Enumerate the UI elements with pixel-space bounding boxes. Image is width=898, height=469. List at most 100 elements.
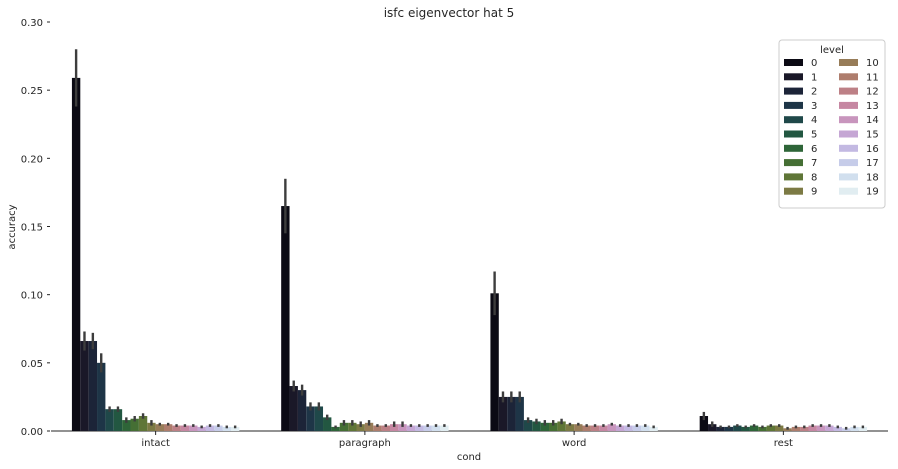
bar-rest-level-12 <box>800 426 809 431</box>
legend-label-level-2: 2 <box>811 87 817 98</box>
bar-word-level-10 <box>574 424 583 431</box>
bar-paragraph-level-7 <box>339 422 349 431</box>
bar-intact-level-13 <box>180 425 190 431</box>
bar-paragraph-level-5 <box>323 417 332 431</box>
bar-word-level-7 <box>549 422 558 431</box>
bar-word-level-5 <box>532 421 541 431</box>
error-bars-group <box>74 49 865 430</box>
y-tick-label: 0.20 <box>21 154 43 165</box>
bar-word-level-9 <box>565 424 575 431</box>
bar-rest-level-19 <box>858 426 868 431</box>
legend-label-level-18: 18 <box>866 172 879 183</box>
x-axis: intact paragraph word rest <box>141 431 793 449</box>
bar-rest-level-9 <box>775 425 784 431</box>
legend-swatch-level-4 <box>784 116 803 124</box>
legend-label-level-6: 6 <box>811 144 817 155</box>
legend-swatch-level-17 <box>839 159 858 167</box>
legend-label-level-16: 16 <box>866 144 879 155</box>
y-tick-label: 0.25 <box>21 86 43 97</box>
legend-label-level-17: 17 <box>866 158 879 169</box>
bar-word-level-13 <box>599 425 608 431</box>
bar-rest-level-18 <box>850 426 859 431</box>
legend-swatch-level-12 <box>839 87 858 95</box>
bar-word-level-1 <box>498 396 508 431</box>
bar-intact-level-15 <box>197 426 206 431</box>
bar-rest-level-2 <box>716 426 725 431</box>
legend-label-level-3: 3 <box>811 101 817 112</box>
legend-label-level-13: 13 <box>866 101 879 112</box>
bar-intact-level-6 <box>122 420 131 431</box>
legend-label-level-8: 8 <box>811 172 817 183</box>
y-axis: 0.00 0.05 0.10 0.15 0.20 0.25 0.30 <box>21 18 50 438</box>
chart-title: isfc eigenvector hat 5 <box>384 6 515 20</box>
bar-word-level-19 <box>649 426 658 431</box>
legend-label-level-15: 15 <box>866 130 879 141</box>
x-axis-label: cond <box>457 452 481 463</box>
bar-intact-level-9 <box>147 422 156 431</box>
legend-swatch-level-13 <box>839 101 858 109</box>
bar-rest-level-3 <box>724 426 734 431</box>
bar-paragraph-level-19 <box>440 425 449 431</box>
y-tick-label: 0.00 <box>21 427 43 438</box>
bar-intact-level-12 <box>172 425 181 431</box>
bar-intact-level-10 <box>155 424 164 431</box>
bar-paragraph-level-9 <box>356 424 365 431</box>
bar-rest-level-16 <box>833 426 842 431</box>
bar-rest-level-15 <box>825 425 834 431</box>
bar-rest-level-1 <box>708 424 717 431</box>
bar-word-level-17 <box>632 425 642 431</box>
bar-word-level-16 <box>624 425 633 431</box>
bar-paragraph-level-15 <box>406 425 416 431</box>
bar-word-level-18 <box>641 425 650 431</box>
legend-swatch-level-2 <box>784 87 803 95</box>
bar-paragraph-level-13 <box>389 424 399 431</box>
legend-swatch-level-15 <box>839 130 858 138</box>
bar-word-level-2 <box>507 396 516 431</box>
bar-intact-level-7 <box>130 418 139 431</box>
bar-rest-level-4 <box>733 425 742 431</box>
bar-intact-level-4 <box>105 409 114 431</box>
bar-intact-level-14 <box>189 425 198 431</box>
legend-label-level-0: 0 <box>811 58 817 69</box>
legend-swatch-level-19 <box>839 187 858 195</box>
y-axis-label: accuracy <box>7 204 18 249</box>
bar-word-level-15 <box>615 425 625 431</box>
y-tick-label: 0.30 <box>21 18 43 29</box>
legend-label-level-1: 1 <box>811 72 817 83</box>
x-tick-label-paragraph: paragraph <box>339 438 391 449</box>
x-tick-label-intact: intact <box>141 438 170 449</box>
legend-swatch-level-10 <box>839 59 858 66</box>
legend-swatch-level-18 <box>839 173 858 181</box>
y-tick-label: 0.05 <box>21 359 43 370</box>
bar-paragraph-level-17 <box>423 425 432 431</box>
legend-swatch-level-6 <box>784 144 803 152</box>
bar-paragraph-level-16 <box>415 425 424 431</box>
bar-intact-level-2 <box>88 341 98 431</box>
bar-word-level-11 <box>582 425 591 431</box>
bar-rest-level-0 <box>699 416 709 431</box>
legend-label-level-14: 14 <box>866 115 879 126</box>
legend-swatch-level-3 <box>784 101 803 109</box>
legend-label-level-5: 5 <box>811 130 817 141</box>
legend-swatch-level-0 <box>784 59 803 66</box>
bar-rest-level-7 <box>758 426 767 431</box>
bar-intact-level-11 <box>163 424 173 431</box>
y-tick-label: 0.10 <box>21 291 43 302</box>
bar-paragraph-level-2 <box>297 390 307 431</box>
bar-intact-level-8 <box>138 416 148 431</box>
bar-paragraph-level-1 <box>289 386 298 431</box>
legend-swatch-level-7 <box>784 159 803 167</box>
bar-word-level-4 <box>523 420 533 431</box>
legend-swatch-level-1 <box>784 73 803 81</box>
bar-rest-level-14 <box>816 425 826 431</box>
legend-swatch-level-5 <box>784 130 803 138</box>
bar-intact-level-17 <box>214 425 223 431</box>
bars-group <box>71 77 868 431</box>
bar-intact-level-0 <box>71 77 81 431</box>
bar-rest-level-5 <box>741 426 750 431</box>
bar-paragraph-level-6 <box>331 426 340 431</box>
bar-paragraph-level-4 <box>314 406 324 431</box>
legend-title: level <box>820 45 844 56</box>
legend-swatch-level-9 <box>784 187 803 195</box>
